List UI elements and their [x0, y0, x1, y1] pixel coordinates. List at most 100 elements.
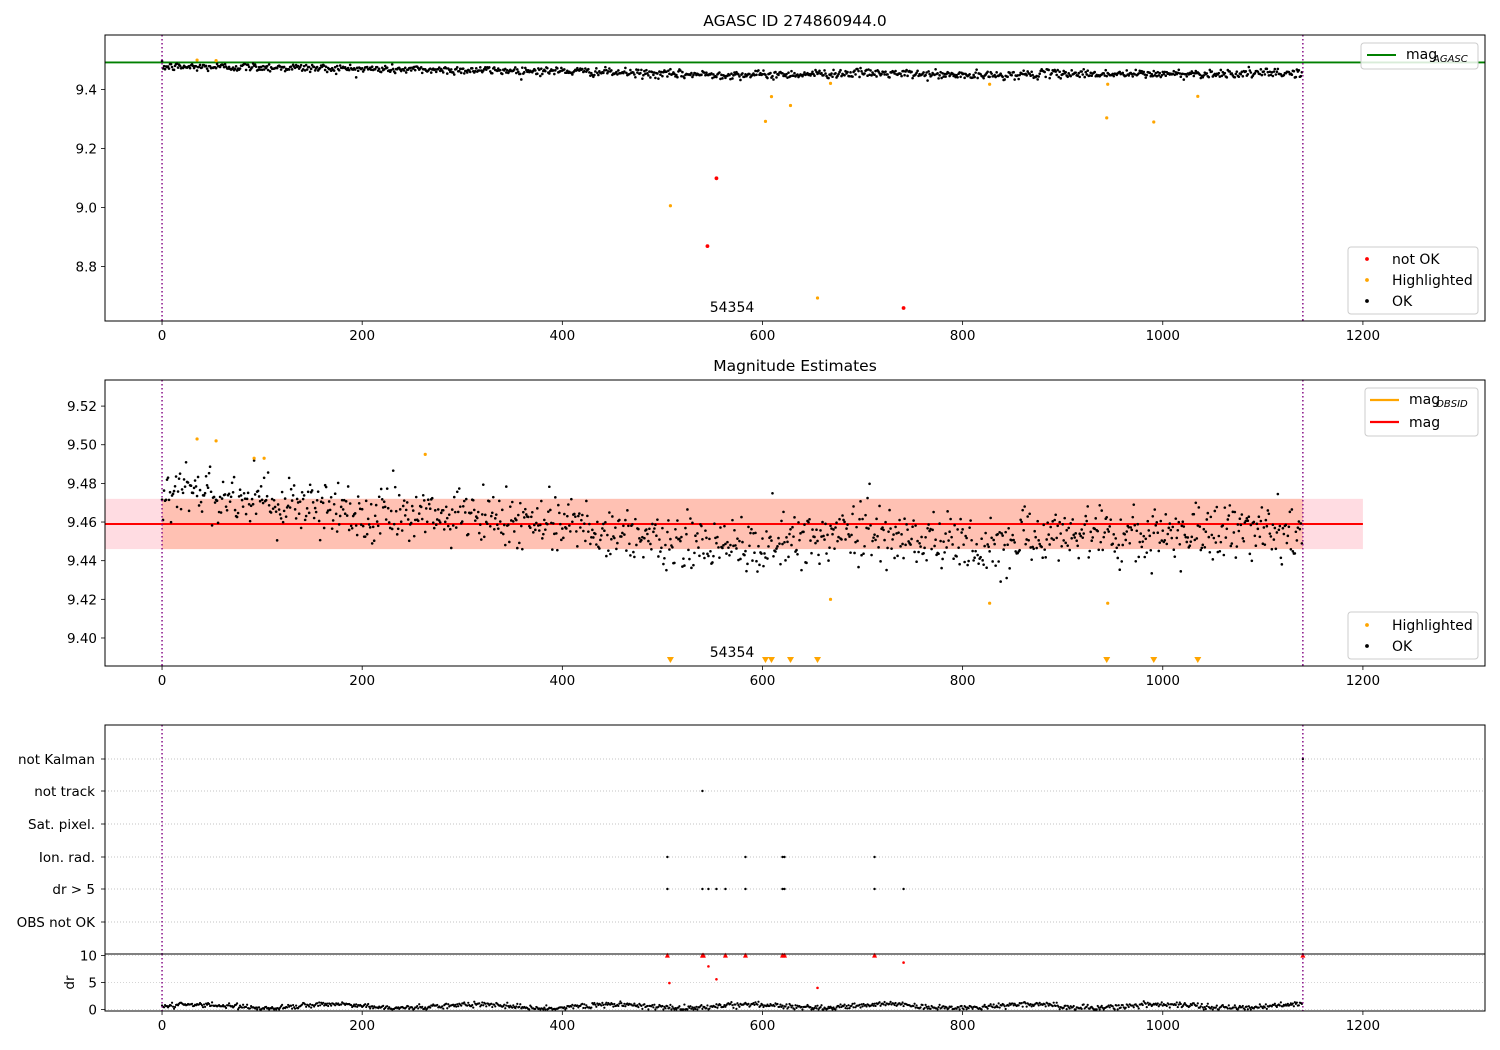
ok-point [761, 537, 764, 540]
ok-point [798, 538, 801, 542]
ok-point [885, 568, 888, 572]
ok-point [441, 508, 445, 512]
p1-ytick-label: 9.0 [76, 200, 97, 216]
ok-point [171, 492, 175, 496]
dr-ok-point [1295, 1001, 1298, 1004]
ok-point [278, 65, 282, 68]
dr-ok-point [201, 1006, 205, 1009]
ok-point [592, 536, 595, 539]
ok-point [933, 73, 936, 77]
ok-point [940, 76, 943, 80]
ok-point [1245, 516, 1249, 520]
ok-point [356, 69, 360, 73]
ok-point [965, 536, 968, 540]
ok-point [972, 559, 975, 562]
ok-point [316, 490, 320, 493]
ok-point [1134, 559, 1138, 563]
ok-point [231, 491, 235, 494]
ok-point [214, 66, 218, 70]
ok-point [590, 71, 593, 75]
ok-point [667, 69, 670, 72]
ok-point [1240, 70, 1244, 74]
ok-point [1173, 555, 1177, 558]
ok-point [824, 522, 827, 526]
dr-ok-point [1177, 1003, 1180, 1006]
ok-point [1184, 535, 1188, 539]
dr-ok-point [1297, 1004, 1300, 1007]
dr-ok-point [1086, 1003, 1089, 1006]
ok-point [584, 67, 587, 70]
ok-point [1176, 71, 1180, 75]
dr-ok-point [511, 1006, 514, 1009]
ok-point [772, 554, 775, 558]
ok-point [615, 547, 618, 551]
ok-point [188, 66, 192, 70]
ok-point [477, 69, 481, 72]
ok-point [961, 528, 964, 531]
ok-point [311, 501, 315, 504]
ok-point [377, 67, 381, 71]
ok-point [1237, 75, 1241, 78]
ok-point [345, 514, 349, 517]
ok-point [291, 493, 295, 497]
ok-point [628, 72, 631, 76]
ok-point [1047, 68, 1050, 72]
dr-ok-point [1058, 1008, 1061, 1011]
ok-point [1058, 70, 1061, 74]
ok-point [196, 475, 200, 479]
ok-point [917, 550, 920, 554]
ok-point [406, 518, 410, 521]
dr-ok-point [584, 1006, 587, 1010]
ok-point [1208, 550, 1212, 554]
ok-point [500, 508, 504, 512]
ok-point [608, 511, 611, 514]
ok-point [1167, 526, 1171, 530]
ok-point [245, 497, 249, 501]
ok-point [990, 536, 993, 540]
ok-point [778, 542, 781, 545]
ok-point [563, 68, 566, 71]
dr-ok-point [484, 1002, 487, 1005]
ok-point [551, 548, 554, 551]
ok-point [607, 70, 610, 73]
ok-point [393, 485, 397, 489]
dr-ok-point [544, 1008, 547, 1011]
dr-ok-point [938, 1003, 941, 1006]
ok-point [713, 522, 716, 526]
ok-point [1133, 72, 1137, 76]
ok-point [518, 541, 521, 545]
ok-point [691, 75, 694, 79]
ok-point [308, 70, 312, 74]
ok-point [926, 526, 929, 530]
ok-point [1205, 72, 1209, 75]
dr-ok-point [1100, 1004, 1103, 1007]
dr-ok-point [319, 1004, 322, 1007]
ok-point [1037, 539, 1040, 542]
ok-point [434, 70, 438, 74]
ok-point [1013, 541, 1016, 544]
ok-point [1260, 73, 1264, 77]
ok-point [1228, 70, 1232, 73]
dr-ok-point [1217, 1008, 1220, 1011]
ok-point [1086, 69, 1090, 72]
ok-point [594, 532, 597, 536]
dr-ok-point [958, 1008, 961, 1011]
ok-point [731, 77, 734, 80]
dr-ok-point [240, 1006, 244, 1009]
not-ok-point [901, 306, 906, 310]
ok-point [539, 74, 542, 78]
ok-point [902, 69, 905, 73]
ok-point [322, 526, 326, 530]
ok-point [170, 65, 174, 69]
dr-ok-point [800, 1005, 803, 1009]
ok-point [1143, 73, 1147, 76]
ok-point [906, 74, 909, 78]
dr-ok-point [226, 1004, 230, 1007]
dr-ok-point [1270, 1005, 1273, 1008]
ok-point [569, 530, 572, 533]
ok-point [471, 498, 475, 502]
ok-point [1181, 520, 1185, 524]
dr-ok-point [1263, 1006, 1266, 1009]
ok-point [210, 524, 214, 527]
ok-point [942, 540, 945, 543]
